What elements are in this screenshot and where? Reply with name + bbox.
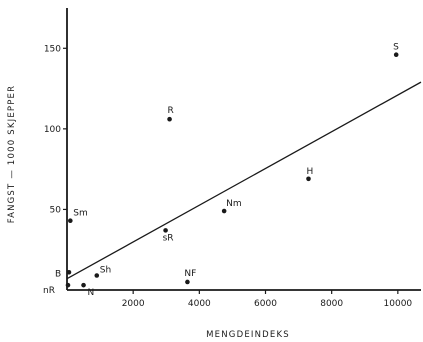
point-label: Nm <box>226 199 242 209</box>
data-point <box>66 269 72 275</box>
data-point <box>81 282 86 288</box>
point-labels: S R H Nm Sm sR Sh NF B NnR <box>43 43 399 298</box>
y-tick-label: 150 <box>44 44 61 54</box>
data-point <box>185 279 190 285</box>
point-label: B <box>55 269 61 279</box>
point-label: Sm <box>73 209 87 219</box>
point-label: N <box>88 288 95 298</box>
x-axis-title: MENGDEINDEKS <box>206 330 290 340</box>
regression-line-group <box>66 81 422 280</box>
data-points <box>65 52 399 288</box>
point-label: R <box>168 106 174 116</box>
data-point <box>221 208 227 214</box>
data-point <box>68 218 73 224</box>
data-point <box>94 273 100 278</box>
data-point <box>65 282 71 288</box>
point-label: H <box>307 167 314 177</box>
x-tick-label: 10000 <box>384 299 413 309</box>
x-tick-label: 6000 <box>254 299 277 309</box>
point-label: NF <box>184 269 196 279</box>
x-tick-label: 8000 <box>320 299 343 309</box>
x-tick-label: 4000 <box>188 299 211 309</box>
y-tick-label: 50 <box>50 205 62 215</box>
point-label: Sh <box>100 265 111 275</box>
y-axis-title: FANGST — 1000 SKJEPPER <box>7 85 17 223</box>
point-label: S <box>393 43 399 53</box>
point-label: sR <box>163 233 174 243</box>
data-point <box>306 176 311 182</box>
data-point <box>167 116 172 122</box>
point-label: nR <box>43 286 55 296</box>
axes: 2000 4000 6000 8000 10000 50 100 150 <box>44 8 421 309</box>
data-point <box>163 228 168 233</box>
regression-line <box>66 81 422 280</box>
data-point <box>393 52 399 58</box>
y-tick-label: 100 <box>44 125 61 135</box>
x-tick-label: 2000 <box>122 299 145 309</box>
